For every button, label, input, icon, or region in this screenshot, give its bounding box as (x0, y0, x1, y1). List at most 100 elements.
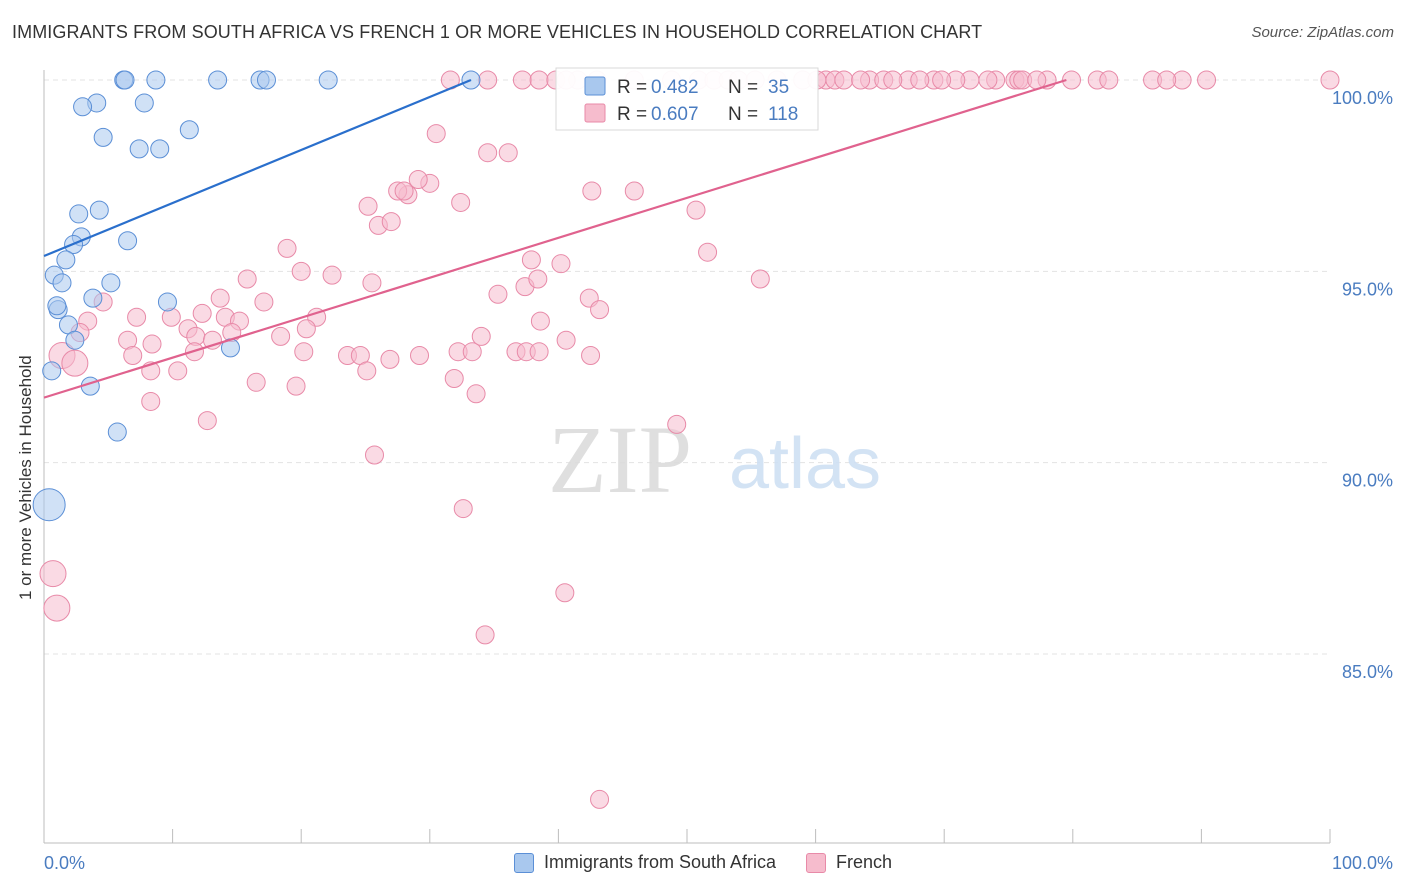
south-africa-point (56, 250, 76, 270)
french-point (466, 384, 486, 404)
french-point (471, 326, 491, 346)
french-point (478, 143, 498, 163)
south-africa-point (93, 127, 113, 147)
french-point (834, 70, 854, 90)
swatch-blue (513, 852, 534, 873)
y-axis-label: 1 or more Vehicles in Household (16, 355, 35, 600)
french-point (192, 303, 212, 323)
french-point (444, 368, 464, 388)
legend-n-value-1: 118 (768, 104, 798, 125)
south-africa-point (47, 296, 67, 316)
french-point (394, 181, 414, 201)
french-point (296, 319, 316, 339)
south-africa-point (146, 70, 166, 90)
south-africa-point (179, 120, 199, 140)
french-point (582, 181, 602, 201)
legend-label-french: French (836, 852, 893, 872)
french-point (978, 70, 998, 90)
french-point (667, 414, 687, 434)
south-africa-point (134, 93, 154, 113)
french-point (1157, 70, 1177, 90)
legend-n-value-0: 35 (768, 77, 789, 98)
french-point (528, 269, 548, 289)
legend-swatch-blue (584, 76, 606, 96)
y-tick-label-3: 85.0% (1342, 662, 1393, 682)
french-point (910, 70, 930, 90)
french-point (686, 200, 706, 220)
french-point (624, 181, 644, 201)
french-point (246, 372, 266, 392)
chart-title: IMMIGRANTS FROM SOUTH AFRICA VS FRENCH 1… (12, 22, 983, 42)
french-point (1320, 70, 1340, 90)
y-tick-label-2: 90.0% (1342, 471, 1393, 491)
french-point (141, 391, 161, 411)
french-point (529, 70, 549, 90)
bottom-legend: Immigrants from South Africa French (0, 852, 1406, 873)
french-point (39, 560, 67, 588)
french-point (1062, 70, 1082, 90)
french-point (380, 349, 400, 369)
axes (43, 70, 1331, 844)
south-africa-point (83, 288, 103, 308)
x-tick-label-max: 100.0% (1332, 853, 1393, 873)
french-point (451, 192, 471, 212)
south-africa-point (107, 422, 127, 442)
french-point (357, 361, 377, 381)
south-africa-point (115, 70, 135, 90)
french-point (142, 334, 162, 354)
french-point (127, 307, 147, 327)
french-point (426, 124, 446, 144)
tick-labels: 100.0% 95.0% 90.0% 85.0% 0.0% 100.0% (44, 88, 1393, 873)
legend-r-value-0: 0.482 (651, 77, 699, 98)
french-point (1197, 70, 1217, 90)
south-africa-point (150, 139, 170, 159)
french-trend-line (43, 78, 1067, 399)
french-point (498, 143, 518, 163)
swatch-pink (806, 852, 827, 873)
french-point (271, 326, 291, 346)
south-africa-point (69, 204, 89, 224)
french-point (61, 349, 89, 377)
french-point (453, 499, 473, 519)
legend-r-value-1: 0.607 (651, 104, 699, 125)
south-africa-point (89, 200, 109, 220)
french-point (254, 292, 274, 312)
french-point (478, 70, 498, 90)
y-tick-label-0: 100.0% (1332, 88, 1393, 108)
french-point (294, 342, 314, 362)
french-point (551, 254, 571, 274)
south-africa-point (208, 70, 228, 90)
french-point (750, 269, 770, 289)
french-point (581, 346, 601, 366)
french-point (197, 411, 217, 431)
french-point (521, 250, 541, 270)
french-point (556, 330, 576, 350)
source-label: Source: ZipAtlas.com (1251, 24, 1394, 41)
french-point (358, 196, 378, 216)
south-africa-point (157, 292, 177, 312)
south-africa-point (52, 273, 72, 293)
french-point (932, 70, 952, 90)
french-point (462, 342, 482, 362)
french-point (291, 261, 311, 281)
french-point (123, 346, 143, 366)
legend-n-label-0: N = (728, 77, 758, 98)
french-point (512, 70, 532, 90)
french-point (362, 273, 382, 293)
french-point (408, 169, 428, 189)
south-africa-point (65, 330, 85, 350)
french-point (475, 625, 495, 645)
south-africa-point (101, 273, 121, 293)
french-point (555, 583, 575, 603)
french-point (883, 70, 903, 90)
legend-label-south-africa: Immigrants from South Africa (543, 852, 777, 872)
legend-item-french: French (806, 852, 892, 873)
french-point (365, 445, 385, 465)
french-point (590, 300, 610, 320)
french-point (530, 311, 550, 331)
french-point (590, 789, 610, 809)
south-africa-point (32, 488, 66, 522)
french-point (529, 342, 549, 362)
x-tick-label-min: 0.0% (44, 853, 85, 873)
